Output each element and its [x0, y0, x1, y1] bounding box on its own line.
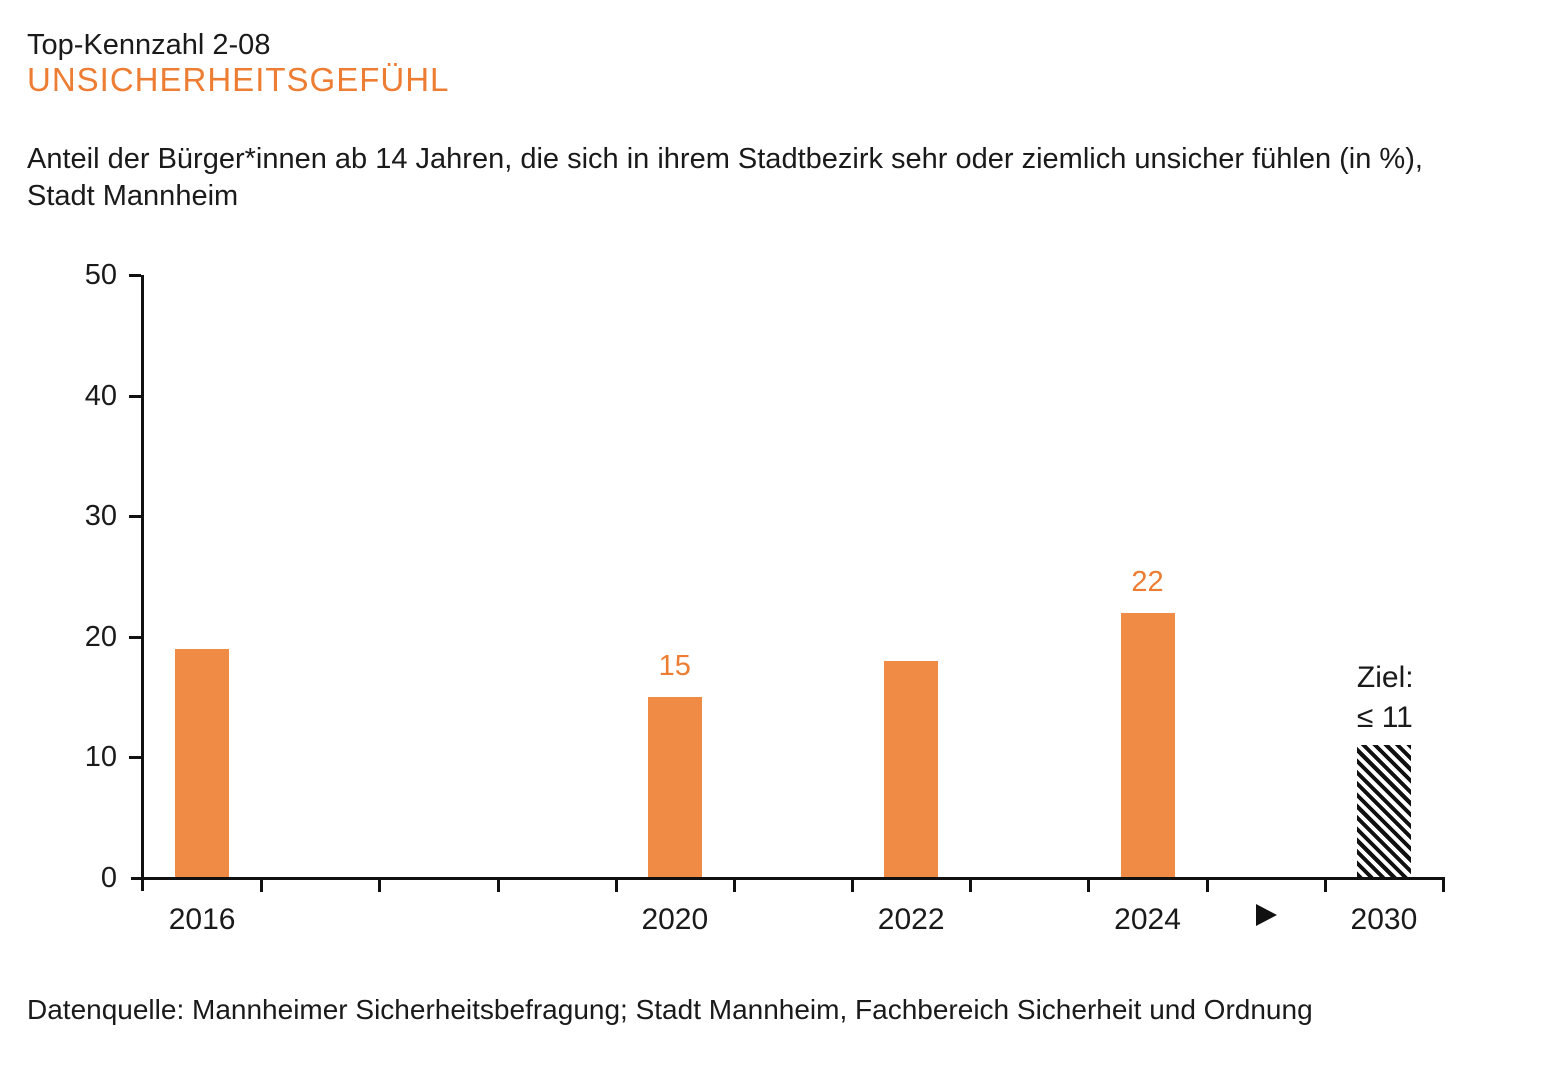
- y-axis-label: 40: [84, 379, 117, 412]
- target-label-line-1: Ziel:: [1356, 661, 1414, 695]
- page-title: UNSICHERHEITSGEFÜHL: [27, 61, 450, 98]
- x-tick: [1323, 879, 1327, 892]
- x-tick: [969, 879, 973, 892]
- x-axis-label-2024: 2024: [1114, 903, 1181, 936]
- bar-2016: [175, 648, 230, 877]
- target-label-line-2: ≤ 11: [1356, 701, 1413, 735]
- x-axis-label-2030: 2030: [1350, 903, 1418, 936]
- target-label: Ziel: ≤ 11: [1357, 658, 1414, 738]
- bar-value-label-2020: 15: [658, 650, 691, 683]
- x-tick: [1087, 879, 1091, 892]
- x-tick: [1205, 879, 1209, 892]
- y-tick: [129, 394, 141, 398]
- x-tick: [1442, 879, 1445, 892]
- y-axis: [141, 275, 144, 891]
- subtitle-line-1: Anteil der Bürger*innen ab 14 Jahren, di…: [27, 143, 1423, 175]
- x-tick: [496, 879, 500, 892]
- bar-2022: [884, 660, 939, 877]
- bar-2020: [647, 697, 702, 877]
- y-axis-label: 0: [100, 862, 117, 894]
- x-axis-label-2020: 2020: [641, 903, 709, 936]
- y-tick: [129, 274, 141, 277]
- subtitle-line-2: Stadt Mannheim: [27, 180, 239, 212]
- target-bar-2030: [1356, 745, 1411, 877]
- x-axis: [131, 877, 1445, 880]
- y-axis-label: 20: [84, 620, 117, 653]
- x-tick: [732, 879, 736, 892]
- y-tick: [129, 635, 141, 639]
- x-axis-label-2022: 2022: [877, 903, 945, 936]
- y-axis-label: 50: [84, 259, 117, 291]
- kennzahl-label: Top-Kennzahl 2-08: [27, 29, 271, 61]
- axis-break-icon: [1255, 904, 1277, 926]
- chart-subtitle: Anteil der Bürger*innen ab 14 Jahren, di…: [27, 141, 1423, 215]
- y-axis-label: 10: [84, 741, 117, 774]
- y-tick: [129, 515, 141, 519]
- y-tick: [129, 756, 141, 760]
- bar-2024: [1120, 612, 1175, 877]
- y-axis-label: 30: [84, 500, 117, 533]
- x-axis-label-2016: 2016: [168, 903, 236, 936]
- x-tick: [260, 879, 264, 892]
- bar-value-label-2024: 22: [1131, 565, 1164, 598]
- x-tick: [614, 879, 618, 892]
- x-tick: [378, 879, 382, 892]
- data-source-note: Datenquelle: Mannheimer Sicherheitsbefra…: [27, 994, 1313, 1025]
- x-tick: [851, 879, 855, 892]
